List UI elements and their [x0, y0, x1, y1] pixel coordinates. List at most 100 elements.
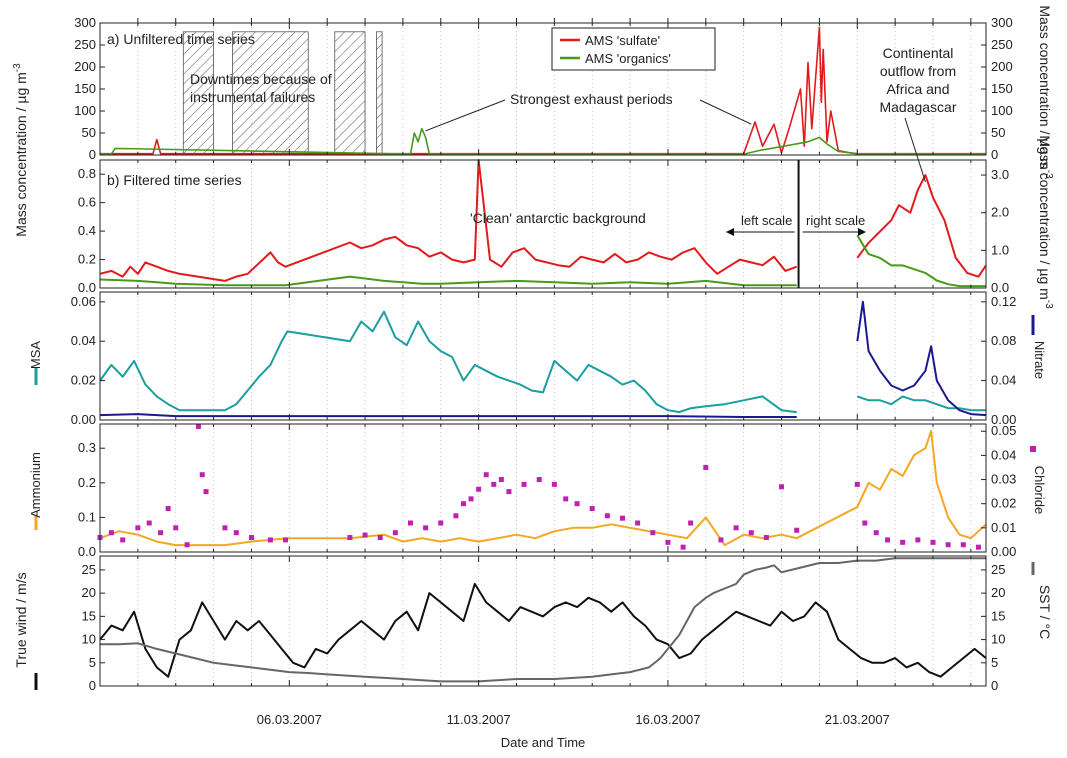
y-tick-label-left: 0: [89, 147, 96, 162]
y-tick-label-right: 200: [991, 59, 1013, 74]
exhaust-leader-right: [699, 99, 752, 125]
y-tick-label-left: 0.0: [78, 544, 96, 559]
series-line-msa-panel-c: [856, 395, 986, 412]
series-line-true-wind-panel-e: [99, 582, 987, 678]
point-chloride: [665, 539, 671, 545]
point-chloride: [900, 539, 906, 545]
y-tick-label-left: 0.06: [71, 294, 96, 309]
series-line-sulfate-panel-b: [856, 174, 987, 278]
y-tick-label-right: 25: [991, 562, 1005, 577]
panel-b-title: b) Filtered time series: [107, 172, 242, 188]
y-tick-label-left: 100: [74, 103, 96, 118]
y-tick-label-left: 50: [82, 125, 96, 140]
point-chloride: [392, 530, 398, 536]
point-chloride: [184, 542, 190, 548]
left-scale-annotation: left scale: [741, 213, 792, 228]
y-tick-label-right: 300: [991, 15, 1013, 30]
panel-a-title: a) Unfiltered time series: [107, 31, 255, 47]
point-chloride: [248, 535, 254, 541]
point-chloride: [873, 530, 879, 536]
point-chloride: [574, 501, 580, 507]
point-chloride: [267, 537, 273, 543]
panel-frame-b: [99, 159, 987, 289]
series-line-ams-organics-panel-a: [100, 127, 987, 155]
legend-label-organics: AMS 'organics': [585, 51, 671, 66]
clean-annotation: 'Clean' antarctic background: [470, 210, 646, 226]
ylabel-left-mass-sup: -3: [12, 63, 23, 72]
y-tick-label-left: 0.02: [71, 373, 96, 388]
exhaust-annotation: Strongest exhaust periods: [510, 91, 673, 107]
y-tick-label-left: 200: [74, 59, 96, 74]
point-chloride: [975, 544, 981, 550]
right-scale-annotation: right scale: [806, 213, 865, 228]
y-tick-label-right: 0.08: [991, 333, 1016, 348]
x-tick-label: 06.03.2007: [257, 712, 322, 727]
series-line-organics-panel-b: [856, 234, 986, 288]
point-chloride: [283, 537, 289, 543]
point-chloride: [620, 515, 626, 521]
y-tick-label-left: 300: [74, 15, 96, 30]
ylabel-right-mass-b: Mass concentration / µg m-3: [1037, 135, 1054, 309]
legend-box: [551, 27, 716, 71]
y-tick-label-right: 50: [991, 125, 1005, 140]
point-chloride: [158, 530, 164, 536]
point-chloride: [794, 527, 800, 533]
y-tick-label-right: 0.00: [991, 544, 1016, 559]
series-line-nitrate-panel-c: [856, 300, 987, 417]
point-chloride: [173, 525, 179, 531]
x-tick-label: 16.03.2007: [635, 712, 700, 727]
point-chloride: [604, 513, 610, 519]
downtime-hatch-box: [334, 31, 366, 156]
ylabel-right-mass-b-sup: -3: [1043, 300, 1054, 309]
y-tick-label-left: 10: [82, 632, 96, 647]
y-tick-label-right: 0: [991, 678, 998, 693]
y-tick-label-left: 25: [82, 562, 96, 577]
ylabel-left-mass-text: Mass concentration / µg m: [13, 72, 29, 236]
point-chloride: [195, 423, 201, 429]
exhaust-leader-left: [425, 99, 506, 132]
y-tick-label-right: 0.04: [991, 447, 1016, 462]
point-chloride: [930, 539, 936, 545]
legend: AMS 'sulfate' AMS 'organics': [551, 27, 716, 71]
point-chloride: [203, 489, 209, 495]
point-chloride: [377, 535, 383, 541]
point-chloride: [362, 532, 368, 538]
right-scale-arrowhead: [858, 228, 866, 236]
series-line-organics-panel-b: [99, 275, 797, 287]
ylabel-chloride: Chloride: [1032, 466, 1047, 514]
downtime-annotation-line2: instrumental failures: [190, 89, 315, 105]
point-chloride: [460, 501, 466, 507]
y-tick-label-right: 15: [991, 608, 1005, 623]
ylabel-right-mass-a-sup: -3: [1043, 170, 1054, 179]
y-tick-label-right: 1.0: [991, 242, 1009, 257]
ylabel-right-mass-a-text: Mass concentration / µg m: [1037, 5, 1053, 169]
y-tick-label-left: 0.2: [78, 252, 96, 267]
point-chloride: [779, 484, 785, 490]
y-tick-label-left: 150: [74, 81, 96, 96]
point-chloride: [688, 520, 694, 526]
panel-frame-c: [99, 291, 987, 421]
left-scale-arrowhead: [726, 228, 734, 236]
point-chloride: [885, 537, 891, 543]
outflow-annotation-line2: outflow from: [880, 63, 956, 79]
downtime-annotation-line1: Downtimes because of: [190, 71, 332, 87]
point-chloride: [506, 489, 512, 495]
point-chloride: [703, 464, 709, 470]
point-chloride: [733, 525, 739, 531]
point-chloride: [407, 520, 413, 526]
series-line-sulfate-panel-b: [99, 159, 798, 282]
xaxis-label: Date and Time: [501, 735, 586, 750]
point-chloride: [476, 486, 482, 492]
y-tick-label-left: 0.8: [78, 166, 96, 181]
point-chloride: [862, 520, 868, 526]
point-chloride: [680, 544, 686, 550]
y-tick-label-left: 0.00: [71, 412, 96, 427]
point-chloride: [199, 472, 205, 478]
point-chloride: [453, 513, 459, 519]
point-chloride: [146, 520, 152, 526]
y-tick-label-right: 0.04: [991, 373, 1016, 388]
point-chloride: [763, 535, 769, 541]
point-chloride: [135, 525, 141, 531]
point-chloride: [468, 496, 474, 502]
